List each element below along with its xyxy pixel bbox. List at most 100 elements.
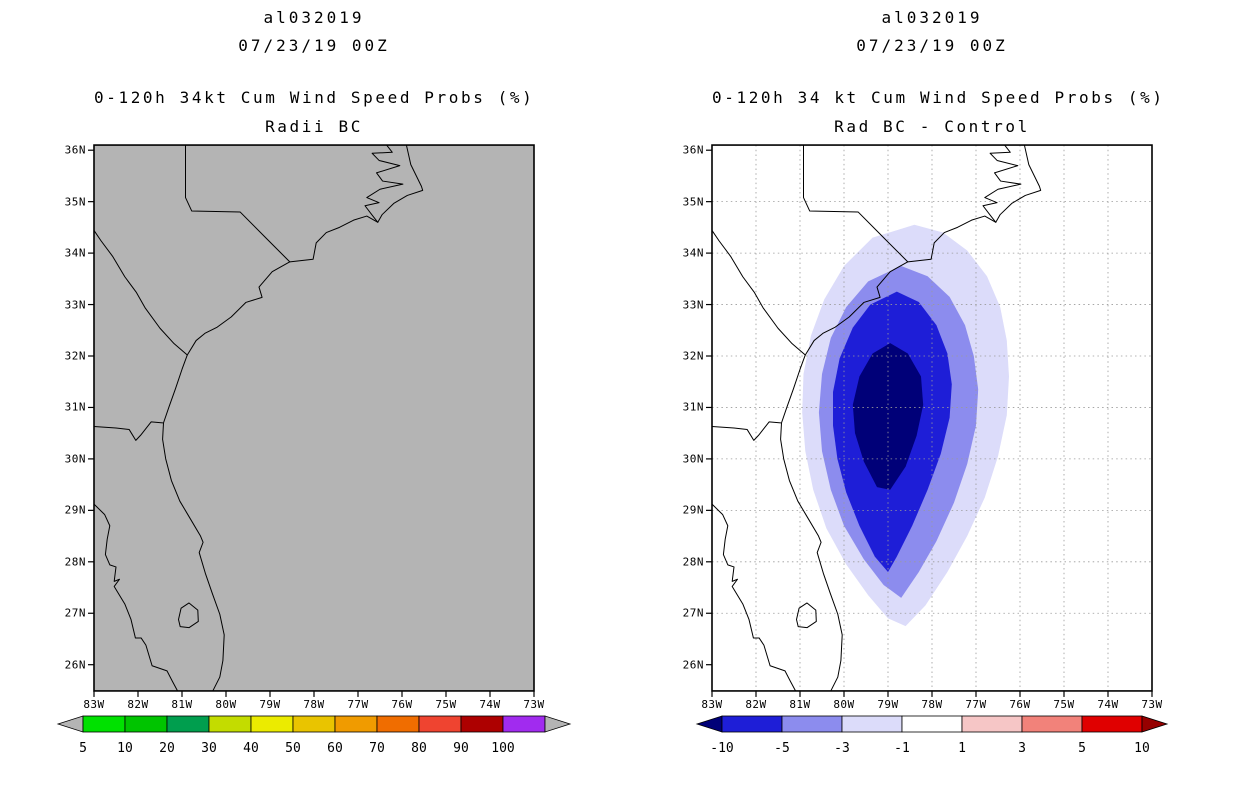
colorbar-segment <box>901 715 963 733</box>
lon-tick-label: 74W <box>1097 698 1119 711</box>
lon-tick-label: 82W <box>745 698 767 711</box>
colorbar-tick-label: 5 <box>79 741 87 756</box>
lon-tick-label: 81W <box>789 698 811 711</box>
lat-tick-label: 33N <box>682 298 704 312</box>
lat-tick-label: 30N <box>64 452 86 466</box>
experiment-label: Rad BC - Control <box>834 117 1030 136</box>
lon-tick-label: 76W <box>1009 698 1031 711</box>
lat-tick-label: 31N <box>682 400 704 414</box>
product-title: 0-120h 34 kt Cum Wind Speed Probs (%) <box>712 88 1165 107</box>
colorbar-segment <box>502 715 546 733</box>
colorbar-tick-label: 40 <box>243 741 259 756</box>
colorbar-segment <box>841 715 903 733</box>
colorbar-arrow-left <box>56 715 84 733</box>
lake-okeechobee <box>178 602 199 629</box>
lat-tick-label: 27N <box>682 606 704 620</box>
lon-tick-label: 73W <box>523 698 545 711</box>
colorbar-arrow-right <box>544 715 572 733</box>
lon-tick-label: 78W <box>303 698 325 711</box>
experiment-label: Radii BC <box>265 117 363 136</box>
product-title: 0-120h 34kt Cum Wind Speed Probs (%) <box>94 88 535 107</box>
colorbar-segment <box>376 715 420 733</box>
colorbar-tick-label: -1 <box>894 741 910 756</box>
colorbar-tick-label: 70 <box>369 741 385 756</box>
lon-axis: 83W 82W 81W 80W 79W 78W 77W 76W 75W 74W 73W <box>83 698 544 712</box>
lon-tick-label: 82W <box>127 698 149 711</box>
colorbar-tick-label: 50 <box>285 741 301 756</box>
colorbar-tick-label: 80 <box>411 741 427 756</box>
storm-id: al032019 <box>263 8 365 27</box>
colorbar-tick-label: 30 <box>201 741 217 756</box>
lat-tick-label: 29N <box>64 503 86 517</box>
colorbar-tick-label: 1 <box>958 741 966 756</box>
lon-tick-label: 77W <box>965 698 987 711</box>
lon-tick-label: 76W <box>391 698 413 711</box>
map-frame <box>711 144 1153 692</box>
lat-tick-label: 31N <box>64 400 86 414</box>
map-difference <box>706 144 1153 697</box>
lat-tick-label: 35N <box>682 195 704 209</box>
map-radii-bc <box>88 144 535 697</box>
colorbar-tick-label: 3 <box>1018 741 1026 756</box>
lon-tick-label: 75W <box>1053 698 1075 711</box>
lon-tick-label: 77W <box>347 698 369 711</box>
colorbar-tick-label: -3 <box>834 741 850 756</box>
colorbar-segment <box>208 715 252 733</box>
lat-axis: 36N 35N 34N 33N 32N 31N 30N 29N 28N 27N 26N <box>52 144 86 691</box>
lon-axis: 83W 82W 81W 80W 79W 78W 77W 76W 75W 74W 73W <box>701 698 1162 712</box>
lat-tick-label: 32N <box>64 349 86 363</box>
colorbar-tick-label: 60 <box>327 741 343 756</box>
lat-axis: 36N 35N 34N 33N 32N 31N 30N 29N 28N 27N 26N <box>670 143 704 691</box>
lat-tick-label: 26N <box>64 658 86 672</box>
colorbar-tick-label: -5 <box>774 741 790 756</box>
lat-tick-label: 27N <box>64 606 86 620</box>
lat-tick-label: 34N <box>64 246 86 260</box>
colorbar-difference: -10 -5 -3 -1 1 3 5 10 <box>695 715 1169 756</box>
lon-tick-label: 80W <box>215 698 237 711</box>
colorbar-tick-label: 10 <box>1134 741 1150 756</box>
colorbar-segment <box>166 715 210 733</box>
sc-ga-border <box>93 229 188 356</box>
nc-sounds <box>364 144 404 223</box>
lat-tick-label: 29N <box>682 503 704 517</box>
lat-tick-label: 35N <box>64 195 86 209</box>
colorbar-arrow-left <box>695 715 723 733</box>
sc-ga-border <box>711 229 806 356</box>
map-background <box>94 145 534 691</box>
colorbar-tick-label: 5 <box>1078 741 1086 756</box>
panel-radii-bc: al032019 07/23/19 00Z 0-120h 34kt Cum Wi… <box>52 8 572 756</box>
colorbar-segment <box>1081 715 1143 733</box>
colorbar-segment <box>292 715 336 733</box>
nc-sounds <box>982 144 1022 223</box>
lat-tick-label: 28N <box>682 555 704 569</box>
lon-tick-label: 79W <box>877 698 899 711</box>
colorbar-segment <box>961 715 1023 733</box>
lat-tick-label: 36N <box>682 143 704 157</box>
lon-tick-label: 73W <box>1141 698 1163 711</box>
lake-okeechobee <box>796 602 817 629</box>
colorbar-segment <box>418 715 462 733</box>
colorbar-segment <box>250 715 294 733</box>
colorbar-segment <box>781 715 843 733</box>
nc-sc-border <box>185 144 291 263</box>
lon-tick-label: 75W <box>435 698 457 711</box>
lat-tick-label: 30N <box>682 452 704 466</box>
colorbar-segment <box>721 715 783 733</box>
nc-sc-border <box>803 144 909 263</box>
lat-tick-label: 26N <box>682 658 704 672</box>
colorbar-segment <box>334 715 378 733</box>
colorbar-tick-label: 100 <box>491 741 514 756</box>
lon-tick-label: 78W <box>921 698 943 711</box>
fl-ga-border <box>93 421 164 441</box>
lon-tick-label: 83W <box>83 698 105 711</box>
florida-west-coast <box>711 503 797 692</box>
fl-ga-border <box>711 421 782 441</box>
lat-tick-label: 28N <box>64 555 86 569</box>
colorbar-segment <box>82 715 126 733</box>
colorbar-segment <box>1021 715 1083 733</box>
storm-id: al032019 <box>881 8 983 27</box>
colorbar-tick-label: 20 <box>159 741 175 756</box>
colorbar-tick-label: -10 <box>710 741 733 756</box>
lat-tick-label: 32N <box>682 349 704 363</box>
colorbar-tick-label: 10 <box>117 741 133 756</box>
